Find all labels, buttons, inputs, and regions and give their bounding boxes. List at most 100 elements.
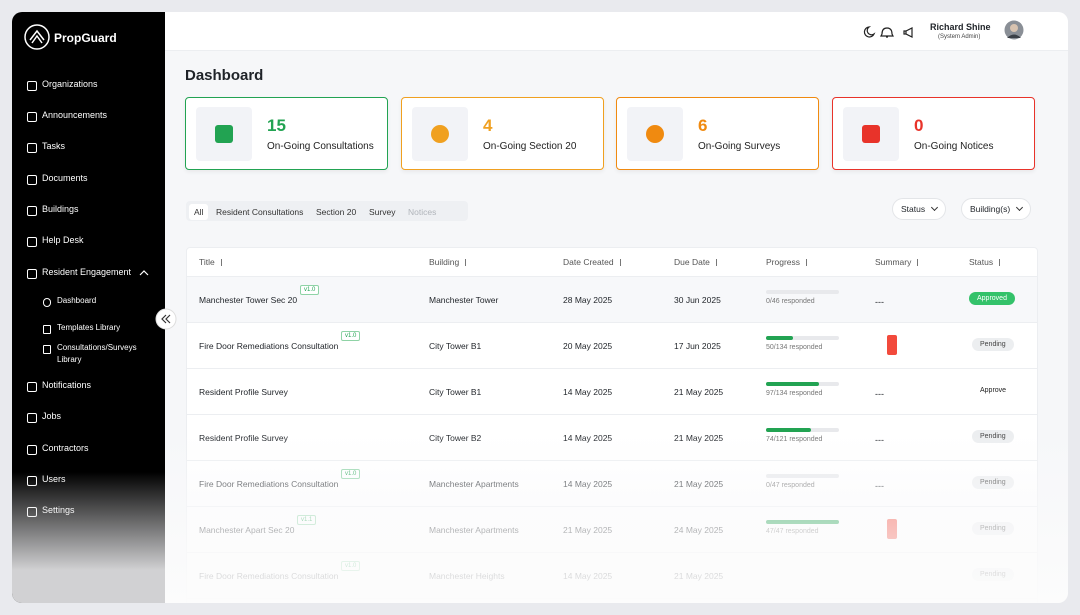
nav-item[interactable]: Users [42,474,66,484]
progress-label: 0/47 responded [766,482,815,489]
row-created: 21 May 2025 [563,525,613,535]
card-icon [412,107,468,161]
row-due: 24 May 2025 [674,525,724,535]
nav-item[interactable]: Resident Engagement [42,267,132,277]
stat-card: 0 On-Going Notices [832,97,1035,170]
nav-item[interactable]: Jobs [42,411,62,421]
tab[interactable]: Resident Consultations [216,207,304,217]
progress-label: 47/47 responded [766,528,819,535]
row-building: Manchester Heights [429,571,505,581]
table-row: Manchester Apart Sec 20 v1.1 Manchester Ap… [187,507,1037,553]
nav-item[interactable]: Buildings [42,204,79,214]
row-created: 14 May 2025 [563,479,613,489]
row-summary: --- [875,297,884,307]
nav-item[interactable]: Settings [42,505,75,515]
column-header[interactable]: Title [199,257,215,267]
sort-arrow [221,259,222,266]
row-title[interactable]: Resident Profile Survey [199,387,288,397]
avatar[interactable] [1004,20,1024,40]
column-header[interactable]: Date Created [563,257,614,267]
expand-icon[interactable] [139,269,149,277]
top-icons[interactable] [862,25,922,39]
nav-icon [27,81,37,91]
sort-arrow [465,259,466,266]
stat-card: 4 On-Going Section 20 [401,97,604,170]
card-icon [196,107,252,161]
column-header[interactable]: Due Date [674,257,710,267]
nav-icon [27,445,37,455]
collapse-button[interactable] [155,308,177,330]
card-icon-glyph [215,125,233,143]
column-header[interactable]: Summary [875,257,912,267]
sub-nav-item[interactable]: Templates Library [57,323,121,332]
status-pill[interactable]: Pending [972,338,1014,351]
row-due: 21 May 2025 [674,433,724,443]
summary-alert [887,519,897,539]
nav-icon [27,382,37,392]
nav-icon [27,143,37,153]
filter-dropdown[interactable]: Building(s) [961,198,1032,220]
sub-nav-item[interactable]: Dashboard [57,296,97,305]
card-icon [843,107,899,161]
row-title[interactable]: Fire Door Remediations Consultation [199,571,339,581]
status-pill[interactable]: Pending [972,430,1014,443]
progress-label: 97/134 responded [766,390,823,397]
status-pill[interactable]: Approved [969,292,1015,305]
row-created: 14 May 2025 [563,571,613,581]
card-icon-glyph [862,125,880,143]
progress-track [766,520,839,524]
row-created: 20 May 2025 [563,341,613,351]
tab[interactable]: Section 20 [316,207,357,217]
progress-track [766,290,839,294]
version-badge: v1.0 [341,469,361,479]
column-header[interactable]: Progress [766,257,801,267]
status-pill[interactable]: Pending [972,522,1014,535]
tab[interactable]: Survey [369,207,396,217]
brand-name: PropGuard [54,31,117,45]
row-due: 21 May 2025 [674,479,724,489]
nav-icon [27,237,37,247]
nav-item[interactable]: Contractors [42,443,89,453]
sub-nav-item[interactable]: Consultations/Surveys Library [57,343,137,364]
tab[interactable]: All [189,204,209,220]
filter-dropdown[interactable]: Status [892,198,947,220]
nav-item[interactable]: Tasks [42,141,66,151]
nav-item[interactable]: Notifications [42,380,92,390]
row-summary: --- [875,481,884,491]
stat-card: 15 On-Going Consultations [185,97,388,170]
row-title[interactable]: Manchester Apart Sec 20 [199,525,295,535]
row-title[interactable]: Manchester Tower Sec 20 [199,295,298,305]
table-row: Resident Profile Survey City Tower B2 14 M… [187,415,1037,461]
progress-track [766,336,839,340]
status-pill[interactable]: Pending [972,568,1014,581]
row-due: 17 Jun 2025 [674,341,721,351]
nav-item[interactable]: Help Desk [42,235,84,245]
row-building: City Tower B1 [429,341,482,351]
row-title[interactable]: Resident Profile Survey [199,433,288,443]
nav-icon [27,112,37,122]
row-created: 28 May 2025 [563,295,613,305]
card-value: 0 [914,116,924,135]
tab[interactable]: Notices [408,207,437,217]
row-title[interactable]: Fire Door Remediations Consultation [199,479,339,489]
row-created: 14 May 2025 [563,433,613,443]
nav-icon [27,175,37,185]
user-role: (System Admin) [938,34,981,40]
status-pill[interactable]: Pending [972,476,1014,489]
table-row: Fire Door Remediations Consultation v1.0 C… [187,323,1037,369]
nav-icon [27,476,37,486]
row-title[interactable]: Fire Door Remediations Consultation [199,341,339,351]
progress-track [766,474,839,478]
nav-item[interactable]: Announcements [42,110,108,120]
column-header[interactable]: Building [429,257,460,267]
nav-item[interactable]: Documents [42,173,88,183]
row-summary: --- [875,389,884,399]
progress-label: 50/134 responded [766,344,823,351]
nav-item[interactable]: Organizations [42,79,98,89]
version-badge: v1.0 [300,285,320,295]
status-pill[interactable]: Approve [972,384,1015,397]
column-header[interactable]: Status [969,257,994,267]
app-frame: PropGuard Organizations Announcements Task… [12,12,1068,603]
card-value: 4 [483,116,493,135]
dropdown-caret [1016,203,1024,212]
